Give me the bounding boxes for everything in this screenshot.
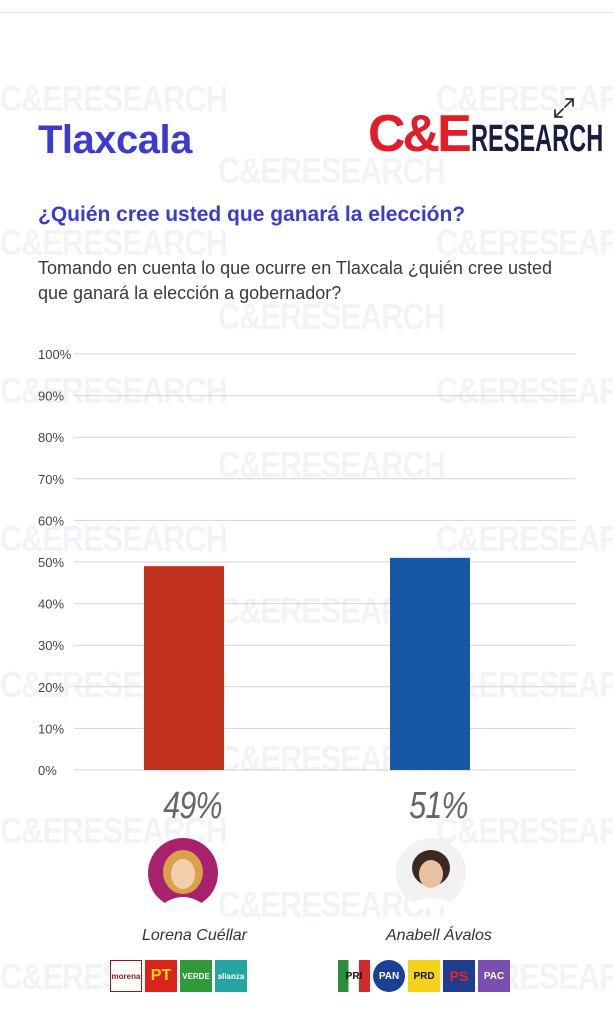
watermark-text: C&ERESEARCH <box>0 78 228 119</box>
y-tick-label: 30% <box>38 638 64 653</box>
party-logo-pac: PAC <box>478 960 510 992</box>
y-tick-label: 100% <box>38 347 72 362</box>
y-tick-label: 20% <box>38 680 64 695</box>
bar-anabell <box>390 557 470 770</box>
bar-lorena <box>144 566 224 770</box>
logo-research-text: RESEARCH <box>470 118 604 160</box>
candidate-name-lorena: Lorena Cuéllar <box>142 927 247 944</box>
party-logo-pan: PAN <box>373 960 405 992</box>
page-title: Tlaxcala <box>38 118 192 162</box>
top-divider <box>0 12 613 13</box>
y-tick-label: 0% <box>38 763 57 778</box>
logo-ce-text: C&E <box>368 105 472 163</box>
party-logos-lorena: morena PT VERDE alianza <box>110 960 247 992</box>
chart-subtitle: Tomando en cuenta lo que ocurre en Tlaxc… <box>38 258 552 303</box>
data-label-anabell: 51% <box>409 785 468 827</box>
bar-chart: 0% 10% 20% 30% 40% 50% 60% 70% 80% 90% 100% <box>38 347 575 778</box>
party-logo-morena: morena <box>110 960 142 992</box>
party-logo-alianza: alianza <box>215 960 247 992</box>
y-tick-label: 10% <box>38 721 64 736</box>
party-logo-prd: PRD <box>408 960 440 992</box>
expand-icon[interactable] <box>552 96 576 120</box>
party-logo-ps: PS <box>443 960 475 992</box>
y-tick-label: 50% <box>38 555 64 570</box>
chart-question: ¿Quién cree usted que ganará la elección… <box>38 203 466 226</box>
y-tick-label: 60% <box>38 513 64 528</box>
party-logo-pri: PRI <box>338 960 370 992</box>
y-tick-label: 80% <box>38 430 64 445</box>
brand-logo: C&E RESEARCH <box>368 104 613 164</box>
party-logo-verde: VERDE <box>180 960 212 992</box>
avatar-lorena <box>148 838 218 908</box>
data-label-lorena: 49% <box>163 785 222 827</box>
y-tick-label: 70% <box>38 472 64 487</box>
candidate-name-anabell: Anabell Ávalos <box>386 927 492 944</box>
party-logo-pt: PT <box>145 960 177 992</box>
party-logos-anabell: PRI PAN PRD PS PAC <box>338 960 510 992</box>
y-tick-label: 40% <box>38 597 64 612</box>
avatar-anabell <box>396 838 466 908</box>
y-tick-label: 90% <box>38 389 64 404</box>
